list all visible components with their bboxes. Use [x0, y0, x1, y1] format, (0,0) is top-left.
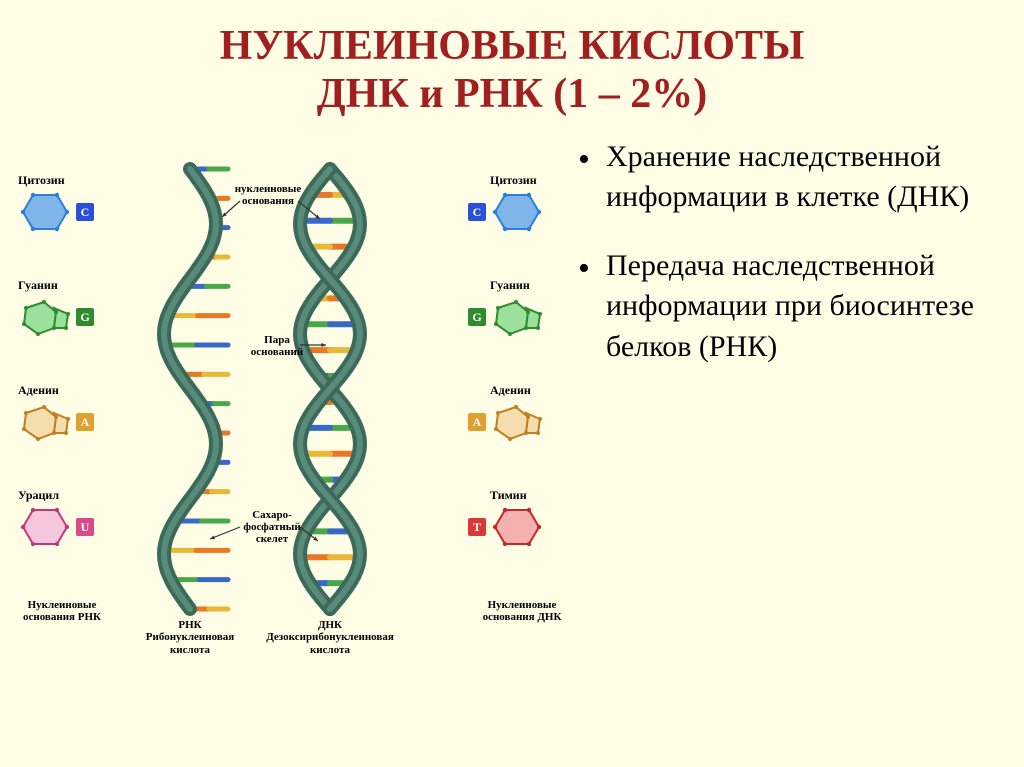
dna-rna-diagram: ЦитозинCГуанинGАденинAУрацилUЦитозинCГуа… — [10, 129, 570, 729]
title-line2: ДНК и РНК (1 – 2%) — [317, 71, 707, 117]
page-title: НУКЛЕИНОВЫЕ КИСЛОТЫ ДНК и РНК (1 – 2%) — [0, 0, 1024, 119]
bullet-item: Хранение наследственной информации в кле… — [578, 137, 994, 218]
annotation: Параоснований — [242, 334, 312, 358]
annotation: Нуклеиновыеоснования РНК — [12, 599, 112, 623]
annotation: Сахаро-фосфатныйскелет — [232, 509, 312, 545]
bullet-item: Передача наследственной информации при б… — [578, 246, 994, 368]
title-line1: НУКЛЕИНОВЫЕ КИСЛОТЫ — [220, 23, 805, 69]
helix-label: ДНКДезоксирибонуклеиноваякислота — [250, 619, 410, 657]
annotation: нуклеиновыеоснования — [228, 183, 308, 207]
helix-label: РНКРибонуклеиноваякислота — [110, 619, 270, 657]
bullet-list: Хранение наследственной информации в кле… — [570, 129, 994, 729]
annotation: Нуклеиновыеоснования ДНК — [472, 599, 572, 623]
